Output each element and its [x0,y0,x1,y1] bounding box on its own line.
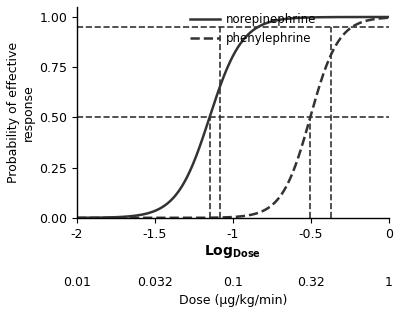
phenylephrine [220,216,224,219]
X-axis label: Dose (μg/kg/min): Dose (μg/kg/min) [179,294,287,307]
phenylephrine [90,216,95,220]
norepinephrine [380,15,385,19]
Y-axis label: Probability of effective
response: Probability of effective response [7,42,35,183]
phenylephrine [323,67,328,71]
norepinephrine [74,216,79,220]
Line: phenylephrine: phenylephrine [77,18,392,218]
norepinephrine [220,80,224,84]
phenylephrine [228,215,232,219]
norepinephrine [90,216,95,219]
norepinephrine [381,15,386,19]
norepinephrine [390,15,394,19]
norepinephrine [228,60,232,63]
Legend: norepinephrine, phenylephrine: norepinephrine, phenylephrine [186,8,321,50]
phenylephrine [390,16,394,19]
phenylephrine [380,16,385,20]
phenylephrine [381,16,386,20]
norepinephrine [323,15,328,19]
X-axis label: $\mathbf{Log}_{\mathbf{Dose}}$: $\mathbf{Log}_{\mathbf{Dose}}$ [204,243,262,260]
phenylephrine [74,216,79,220]
Line: norepinephrine: norepinephrine [77,17,392,218]
